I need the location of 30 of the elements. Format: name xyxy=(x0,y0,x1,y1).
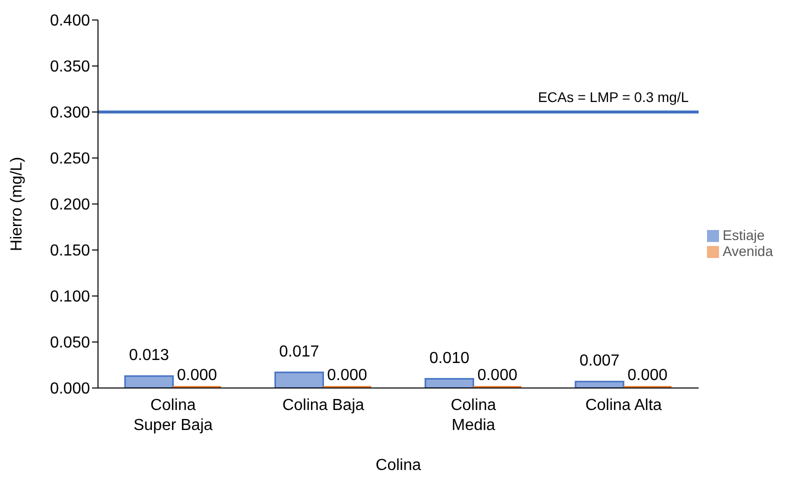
x-tick-label: Colina Alta xyxy=(585,397,662,414)
data-label: 0.000 xyxy=(177,367,218,384)
bar xyxy=(124,375,174,388)
x-tick-label: Colina Super Baja xyxy=(133,397,213,434)
y-tick-label: 0.300 xyxy=(50,104,90,122)
ref-line-label: ECAs = LMP = 0.3 mg/L xyxy=(538,89,689,105)
y-tick-label: 0.100 xyxy=(50,288,90,306)
legend-label: Estiaje xyxy=(722,227,765,243)
y-tick-label: 0.200 xyxy=(50,196,90,214)
y-axis-title: Hierro (mg/L) xyxy=(8,156,26,252)
bar xyxy=(424,378,474,388)
y-tick-label: 0.400 xyxy=(50,12,90,30)
bar xyxy=(574,380,624,388)
legend-label: Avenida xyxy=(722,243,773,259)
data-label: 0.013 xyxy=(129,347,170,364)
y-tick-label: 0.000 xyxy=(50,380,90,398)
y-tick-label: 0.350 xyxy=(50,58,90,76)
bar xyxy=(274,372,324,388)
y-tick-label: 0.150 xyxy=(50,242,90,260)
data-label: 0.017 xyxy=(279,343,320,360)
y-tick-label: 0.250 xyxy=(50,150,90,168)
x-axis-title: Colina xyxy=(376,457,422,474)
data-label: 0.000 xyxy=(628,367,668,384)
x-tick-label: Colina Media xyxy=(450,397,496,434)
data-label: 0.000 xyxy=(327,367,368,384)
data-label: 0.000 xyxy=(477,367,518,384)
data-label: 0.007 xyxy=(580,352,620,370)
data-label: 0.010 xyxy=(429,350,470,367)
y-tick-label: 0.050 xyxy=(50,334,90,352)
x-tick-label: Colina Baja xyxy=(282,397,364,414)
